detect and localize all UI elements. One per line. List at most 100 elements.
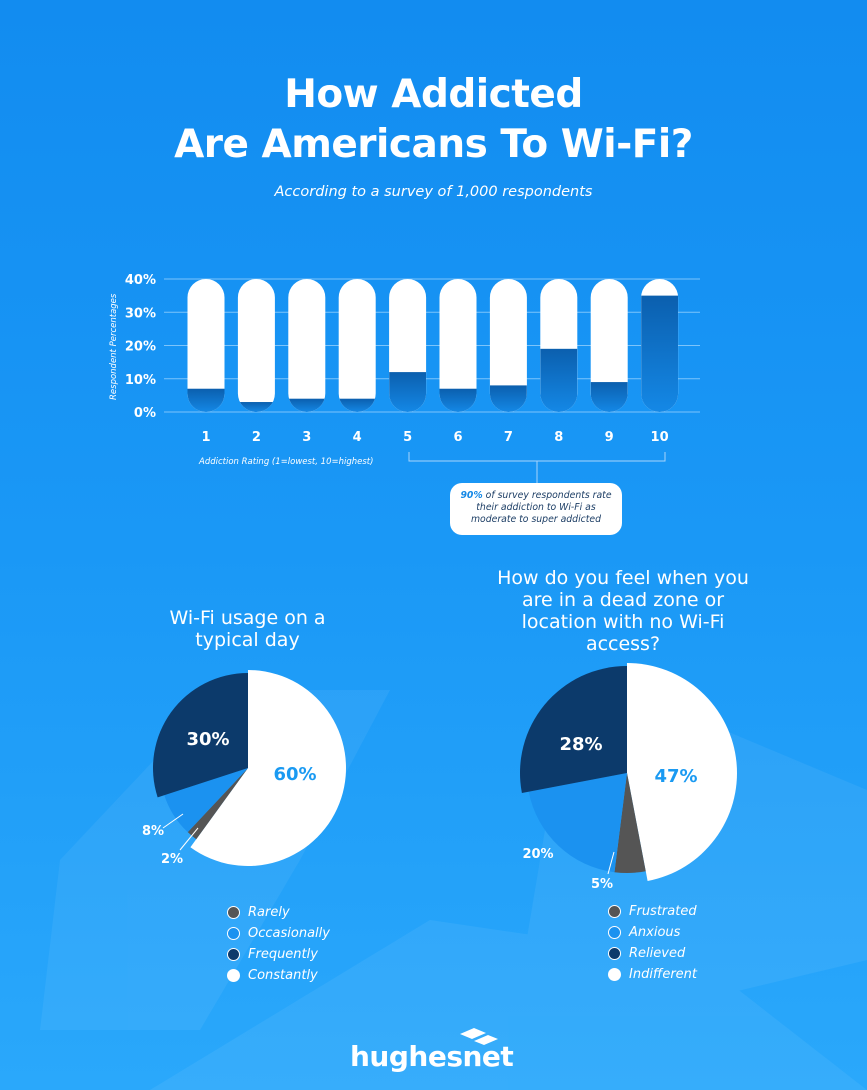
legend-label: Rarely [248,905,290,920]
x-tick-label: 9 [605,430,614,445]
x-tick-label: 4 [353,430,362,445]
y-axis-label: Respondent Percentages [109,293,119,400]
x-tick-label: 8 [554,430,563,445]
pie-value-label: 20% [522,847,553,862]
x-tick-label: 2 [252,430,261,445]
pie-value-label: 5% [591,877,613,892]
bar-track [590,279,628,412]
hughesnet-logo: hughesnet [350,1026,520,1076]
legend-item-frequently: Frequently [227,944,330,965]
pie-slice-indifferent [627,663,737,882]
pie-leader-line [179,827,199,851]
bar-6 [439,279,477,413]
legend-label: Relieved [629,946,686,961]
bar-fill [187,388,225,412]
bar-2 [237,279,275,413]
bar-1 [187,279,225,413]
x-tick-label: 5 [403,430,412,445]
bar-fill [237,402,275,412]
pie-leader-line [162,813,184,829]
legend-swatch [608,947,621,960]
pie-value-label: 47% [654,766,697,787]
legend-swatch [227,927,240,940]
pie-value-label: 28% [559,734,602,755]
logo-mark-icon [460,1028,498,1045]
legend-swatch [227,948,240,961]
legend-label: Frequently [248,947,318,962]
bar-track [288,279,326,413]
bar-fill [540,348,578,412]
dead-zone-pie-title: How do you feel when you are in a dead z… [478,567,768,655]
legend-swatch [227,969,240,982]
bar-5 [389,279,427,413]
pie-slice-occasionally [164,768,248,833]
bar-track [338,279,376,413]
y-tick-label: 30% [125,306,156,321]
x-tick-label: 6 [453,430,462,445]
legend-item-frustrated: Frustrated [608,901,697,922]
y-tick-label: 20% [125,340,156,355]
legend-item-indifferent: Indifferent [608,964,697,985]
usage-pie-title-text: Wi-Fi usage on a typical day [169,607,326,651]
bar-9 [590,279,628,412]
legend-item-anxious: Anxious [608,922,697,943]
usage-legend: Rarely Occasionally Frequently Constantly [227,902,330,986]
legend-item-relieved: Relieved [608,943,697,964]
legend-swatch [608,968,621,981]
y-tick-label: 10% [125,373,156,388]
dead-zone-title-line-4: access? [585,633,661,655]
callout-highlight: 90% [460,490,483,501]
pie-value-label: 60% [273,764,316,785]
brand-name: hughesnet [350,1040,514,1073]
callout-text: of survey respondents rate their addicti… [470,490,612,525]
pie-slice-frequently [152,673,248,798]
bar-fill [338,398,376,412]
title-line-2: Are Americans To Wi-Fi? [174,122,693,167]
pie-slice-constantly [190,670,346,867]
dead-zone-title-line-3: location with no Wi-Fi [521,611,725,633]
title-line-1: How Addicted [284,72,583,117]
y-tick-label: 40% [125,273,156,288]
pie-slice-frustrated [614,773,646,874]
bar-fill [288,398,326,412]
dead-zone-title-line-1: How do you feel when you [497,567,749,589]
legend-label: Anxious [629,925,681,940]
bar-3 [288,279,326,413]
page-title: How Addicted Are Americans To Wi-Fi? [0,70,867,170]
y-tick-label: 0% [134,406,156,421]
pie-slice-relieved [520,666,627,794]
pie-slice-anxious [528,773,627,873]
x-tick-label: 1 [201,430,210,445]
bar-track [439,279,477,413]
bar-track [237,279,275,413]
x-axis-label: Addiction Rating (1=lowest, 10=highest) [198,457,373,467]
bar-8 [540,279,578,413]
legend-label: Indifferent [629,967,697,982]
pie-value-label: 30% [186,729,229,750]
callout-box: 90% of survey respondents rate their add… [450,483,622,535]
pie-value-label: 8% [142,824,164,839]
x-tick-label: 10 [651,430,669,445]
legend-swatch [608,905,621,918]
bar-track [489,279,527,413]
legend-swatch [608,926,621,939]
legend-item-occasionally: Occasionally [227,923,330,944]
pie-leader-line [607,851,615,875]
addiction-rating-bar-chart: 0% 10% 20% 30% 40% 1 2 3 4 5 6 7 8 9 10 Respondent Pe… [109,273,700,483]
bar-4 [338,279,376,413]
dead-zone-legend: Frustrated Anxious Relieved Indifferent [608,901,697,985]
bar-fill [389,372,427,412]
bar-fill [641,295,679,412]
pie-value-label: 2% [161,852,183,867]
pie-slice-rarely [187,768,248,840]
legend-swatch [227,906,240,919]
legend-label: Constantly [248,968,318,983]
legend-item-rarely: Rarely [227,902,330,923]
bar-track [187,279,225,413]
bar-fill [439,388,477,412]
legend-label: Frustrated [629,904,697,919]
legend-item-constantly: Constantly [227,965,330,986]
x-tick-label: 7 [504,430,513,445]
